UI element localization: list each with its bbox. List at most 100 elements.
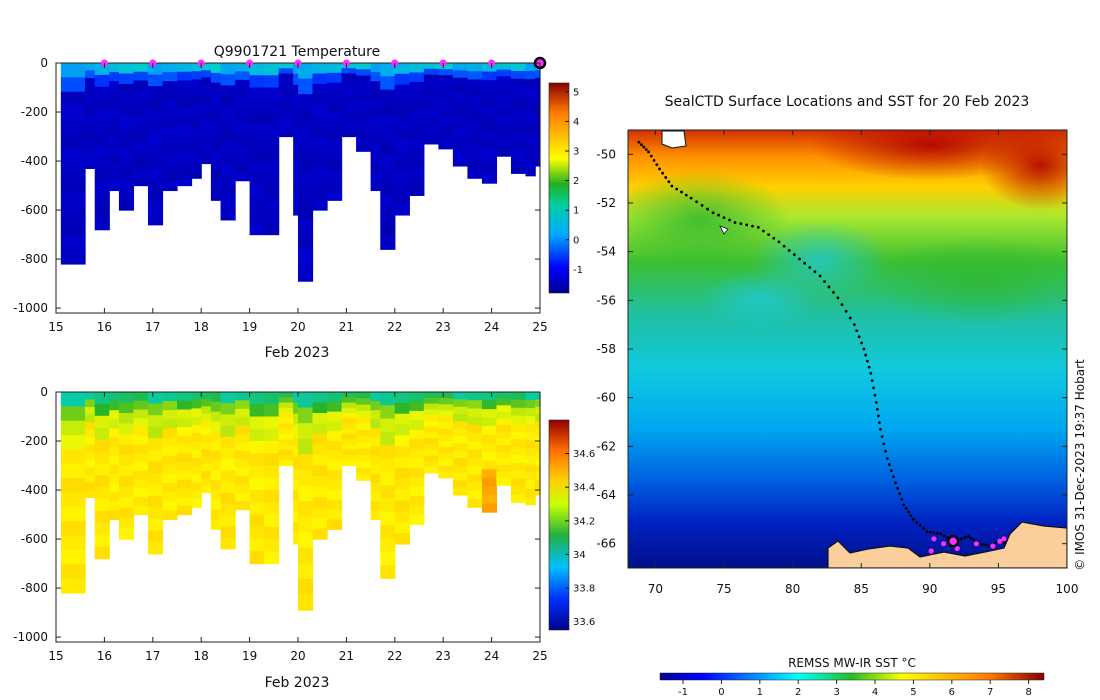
profile-cell <box>85 392 96 401</box>
profile-cell <box>481 486 498 496</box>
track-point <box>658 167 661 171</box>
profile-cell <box>201 463 212 472</box>
profile-cell <box>356 461 372 469</box>
map-latitude-axis: -50 -52 -54 -56 -58 -60 -62 -64 -66 <box>596 147 1067 551</box>
profile-cell <box>201 485 212 494</box>
profile-cell <box>133 479 149 489</box>
profile-cell <box>293 446 299 458</box>
profile-cell <box>423 103 439 110</box>
profile-cell <box>118 73 135 85</box>
profile-cell <box>293 204 299 216</box>
profile-cell <box>191 161 202 171</box>
profile-cell <box>525 95 536 104</box>
profile-cell <box>510 149 527 159</box>
y-tick-label: -600 <box>21 203 48 217</box>
profile-cell <box>109 392 120 402</box>
profile-cell <box>264 161 280 174</box>
track-point <box>972 538 976 542</box>
profile-cell <box>249 87 265 101</box>
profile-cell <box>210 92 222 103</box>
profile-cell <box>147 143 164 157</box>
profile-cell <box>147 449 164 462</box>
profile-cell <box>510 141 527 151</box>
sst-colorbar-tick-label: 5 <box>910 687 916 698</box>
profile-cell <box>312 63 328 75</box>
profile-cell <box>370 144 381 155</box>
profile-cell <box>249 514 265 528</box>
profile-cell <box>298 501 314 518</box>
profile-cell <box>481 97 498 107</box>
colorbar-tick-label: 34 <box>573 550 586 561</box>
profile-cell <box>133 133 149 143</box>
profile-cell <box>191 449 202 459</box>
profile-cell <box>438 136 454 144</box>
profile-cell <box>293 402 299 415</box>
profile-cell <box>249 173 265 187</box>
profile-cell <box>370 437 381 448</box>
profile-cell <box>298 172 314 189</box>
track-point <box>874 401 878 404</box>
profile-cell <box>356 63 372 70</box>
profile-cell <box>94 134 110 147</box>
profile-cell <box>133 427 149 437</box>
profile-cell <box>298 234 314 251</box>
profile-cell <box>162 126 178 137</box>
profile-cell <box>467 457 483 467</box>
map-credit: © IMOS 31-Dec-2023 19:37 Hobart <box>1073 359 1087 571</box>
profile-cell <box>60 120 86 136</box>
profile-cell <box>220 504 236 516</box>
profile-cell <box>118 147 135 159</box>
map-title: SealCTD Surface Locations and SST for 20… <box>665 94 1030 110</box>
profile-cell <box>496 438 512 446</box>
profile-cell <box>220 141 236 154</box>
profile-cell <box>370 428 381 439</box>
profile-cell <box>496 69 512 77</box>
profile-cell <box>177 176 193 187</box>
profile-cell <box>312 73 328 85</box>
profile-cell <box>162 455 178 466</box>
surface-location <box>954 545 960 552</box>
profile-cell <box>162 464 178 475</box>
profile-cell <box>94 98 110 112</box>
profile-cell <box>249 428 265 442</box>
lon-tick-label: 85 <box>854 582 869 596</box>
profile-cell <box>380 418 396 433</box>
profile-cell <box>380 169 396 184</box>
profile-cell <box>249 99 265 113</box>
profile-cell <box>312 178 328 190</box>
profile-cell <box>249 441 265 454</box>
track-point <box>877 421 881 425</box>
track-point <box>885 457 889 460</box>
profile-cell <box>278 110 294 117</box>
profile-cell <box>249 136 265 150</box>
profile-cell <box>177 479 193 489</box>
profile-cell <box>191 433 202 442</box>
profile-cell <box>510 126 527 135</box>
profile-cell <box>264 210 280 223</box>
profile-cell <box>147 472 164 486</box>
profile-cell <box>394 392 410 404</box>
profile-cell <box>380 538 396 553</box>
profile-cell <box>235 96 251 106</box>
profile-cell <box>220 448 236 460</box>
colorbar-tick-label: 4 <box>573 117 579 128</box>
track-point <box>879 427 882 431</box>
profile-cell <box>341 105 357 111</box>
profile-cell <box>264 197 280 211</box>
sst-colorbar-tick-label: -1 <box>678 687 688 698</box>
profile-cell <box>201 134 212 143</box>
profile-cell <box>210 63 222 74</box>
profile-cell <box>220 130 236 143</box>
profile-cell <box>293 193 299 205</box>
surface-location <box>973 541 980 547</box>
profile-cell <box>394 467 410 480</box>
profile-cell <box>191 120 202 130</box>
profile-cell <box>94 63 110 76</box>
profile-cell <box>481 503 498 513</box>
profile-cell <box>312 94 328 106</box>
profile-cell <box>535 136 541 145</box>
track-point <box>844 309 848 313</box>
profile-cell <box>312 168 328 180</box>
profile-cell <box>535 151 541 160</box>
profile-cell <box>264 87 280 101</box>
